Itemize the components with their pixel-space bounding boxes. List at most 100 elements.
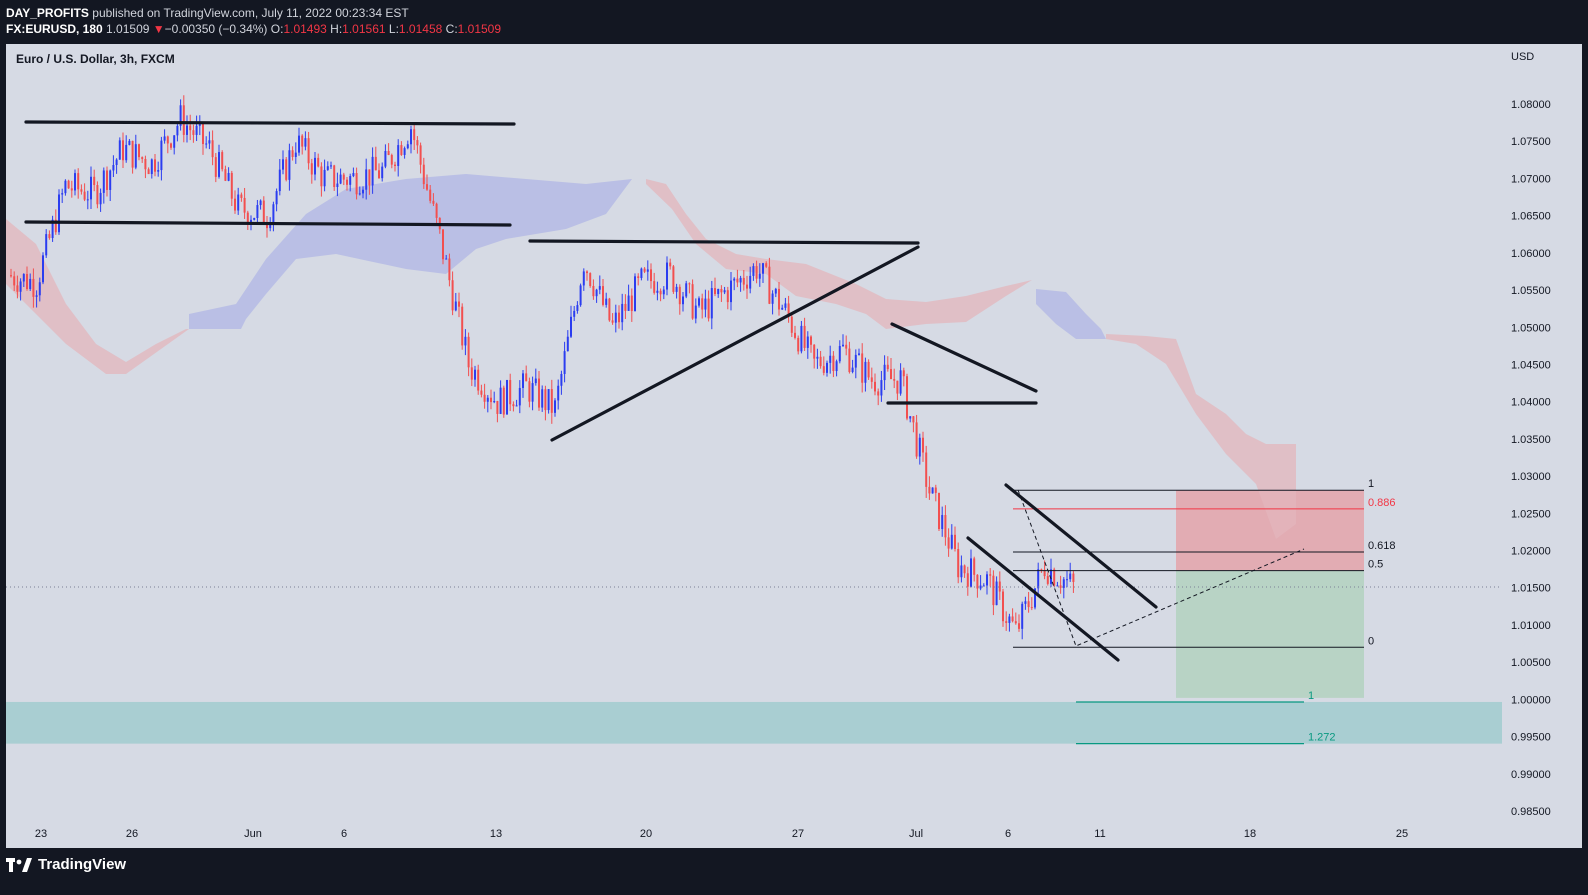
candle-body: [1066, 579, 1068, 581]
trendline[interactable]: [966, 536, 1120, 662]
candle-body: [234, 198, 236, 211]
candle-body: [566, 336, 569, 352]
candle-body: [963, 565, 966, 574]
price-axis[interactable]: USD 1.08000 1.07500 1.07000 1.06500 1.06000 1.…: [1511, 51, 1551, 818]
price-tick-label: 1.05500: [1511, 285, 1551, 297]
candle-body: [858, 353, 860, 355]
candle-body: [573, 310, 576, 317]
candle-body: [1030, 607, 1033, 609]
tradingview-logo[interactable]: TradingView: [6, 856, 126, 873]
candle-body: [461, 306, 464, 346]
candle-body: [803, 325, 806, 348]
projection-path[interactable]: [1017, 489, 1305, 647]
trendline[interactable]: [550, 245, 920, 442]
trendline[interactable]: [528, 239, 920, 245]
candle-body: [531, 383, 534, 402]
candle-body: [688, 283, 691, 285]
candle-body: [118, 140, 121, 160]
candle-body: [1024, 601, 1027, 604]
trendline[interactable]: [24, 220, 512, 227]
candle-body: [1053, 569, 1056, 586]
chart-panel[interactable]: 1 0.886 0.618 0.5 0 1 1.272 USD 1.08000 1.07500 1…: [6, 44, 1582, 848]
candle-body: [522, 373, 524, 388]
candle-body: [125, 144, 128, 161]
candle-body: [70, 188, 73, 191]
candle-body: [374, 156, 377, 171]
candle-body: [272, 204, 275, 224]
candle-body: [643, 268, 646, 272]
candle-body: [365, 169, 368, 190]
candle-body: [698, 298, 700, 306]
trendlines[interactable]: [24, 120, 1158, 662]
candle-body: [976, 574, 979, 589]
candle-body: [717, 288, 720, 295]
candle-body: [653, 281, 656, 293]
candle-body: [742, 277, 745, 285]
candle-body: [1040, 569, 1043, 571]
candle-body: [765, 263, 768, 267]
candle-body: [848, 348, 851, 373]
candle-body: [237, 194, 240, 211]
candles: [10, 95, 1075, 640]
candle-body: [333, 165, 336, 188]
candle-body: [707, 298, 710, 319]
candle-body: [781, 307, 784, 310]
candle-body: [861, 353, 864, 383]
candle-body: [186, 125, 188, 135]
symbol-label[interactable]: FX:EURUSD, 180: [6, 22, 103, 36]
cloud-segment: [6, 219, 189, 374]
candle-body: [845, 344, 848, 349]
candle-body: [224, 169, 227, 181]
candle-body: [278, 169, 281, 192]
candle-body: [86, 199, 89, 201]
candle-body: [506, 380, 508, 415]
candle-body: [109, 170, 112, 190]
candle-body: [739, 277, 742, 283]
candle-body: [42, 255, 44, 283]
candle-body: [458, 301, 460, 307]
trendline[interactable]: [24, 120, 516, 126]
candle-body: [669, 262, 672, 267]
author-name[interactable]: DAY_PROFITS: [6, 6, 89, 20]
candle-body: [32, 278, 35, 297]
candle-body: [211, 140, 214, 158]
candle-body: [115, 159, 118, 166]
candle-body: [48, 234, 51, 239]
low-label: L:: [388, 22, 399, 36]
trendline[interactable]: [890, 322, 1038, 393]
candle-body: [1034, 588, 1036, 608]
candle-body: [768, 266, 771, 304]
price-chart[interactable]: 1 0.886 0.618 0.5 0 1 1.272 USD 1.08000 1.07500 1…: [6, 44, 1582, 848]
candle-body: [874, 381, 876, 392]
candle-body: [29, 278, 32, 289]
candle-body: [474, 369, 476, 380]
candle-body: [970, 558, 972, 587]
time-tick-label: 27: [792, 828, 804, 840]
time-tick-label: 6: [1005, 828, 1011, 840]
candle-body: [890, 369, 892, 380]
candle-body: [381, 166, 384, 179]
candle-body: [992, 575, 995, 606]
candle-body: [326, 166, 329, 170]
price-tick-label: 1.02000: [1511, 546, 1551, 558]
candle-body: [576, 305, 579, 311]
candle-body: [733, 278, 736, 281]
price-tick-label: 1.00000: [1511, 694, 1551, 706]
candle-body: [736, 278, 739, 283]
candle-body: [138, 144, 140, 158]
time-axis[interactable]: 23 26 Jun 6 13 20 27 Jul 6 11 18 25: [35, 828, 1408, 840]
trendline[interactable]: [1004, 483, 1158, 609]
candle-body: [902, 370, 905, 377]
candle-body: [397, 145, 400, 166]
candle-body: [582, 271, 585, 286]
candle-body: [800, 325, 803, 352]
candle-body: [304, 138, 307, 147]
take-profit-zone[interactable]: [1176, 570, 1364, 698]
candle-body: [934, 487, 937, 493]
candle-body: [592, 285, 595, 297]
fib-retracement[interactable]: 1 0.886 0.618 0.5 0 1 1.272: [6, 478, 1502, 745]
price-tick-label: 1.01500: [1511, 583, 1551, 595]
candle-body: [176, 125, 179, 136]
candle-body: [614, 312, 617, 323]
price-tick-label: 0.99000: [1511, 769, 1551, 781]
